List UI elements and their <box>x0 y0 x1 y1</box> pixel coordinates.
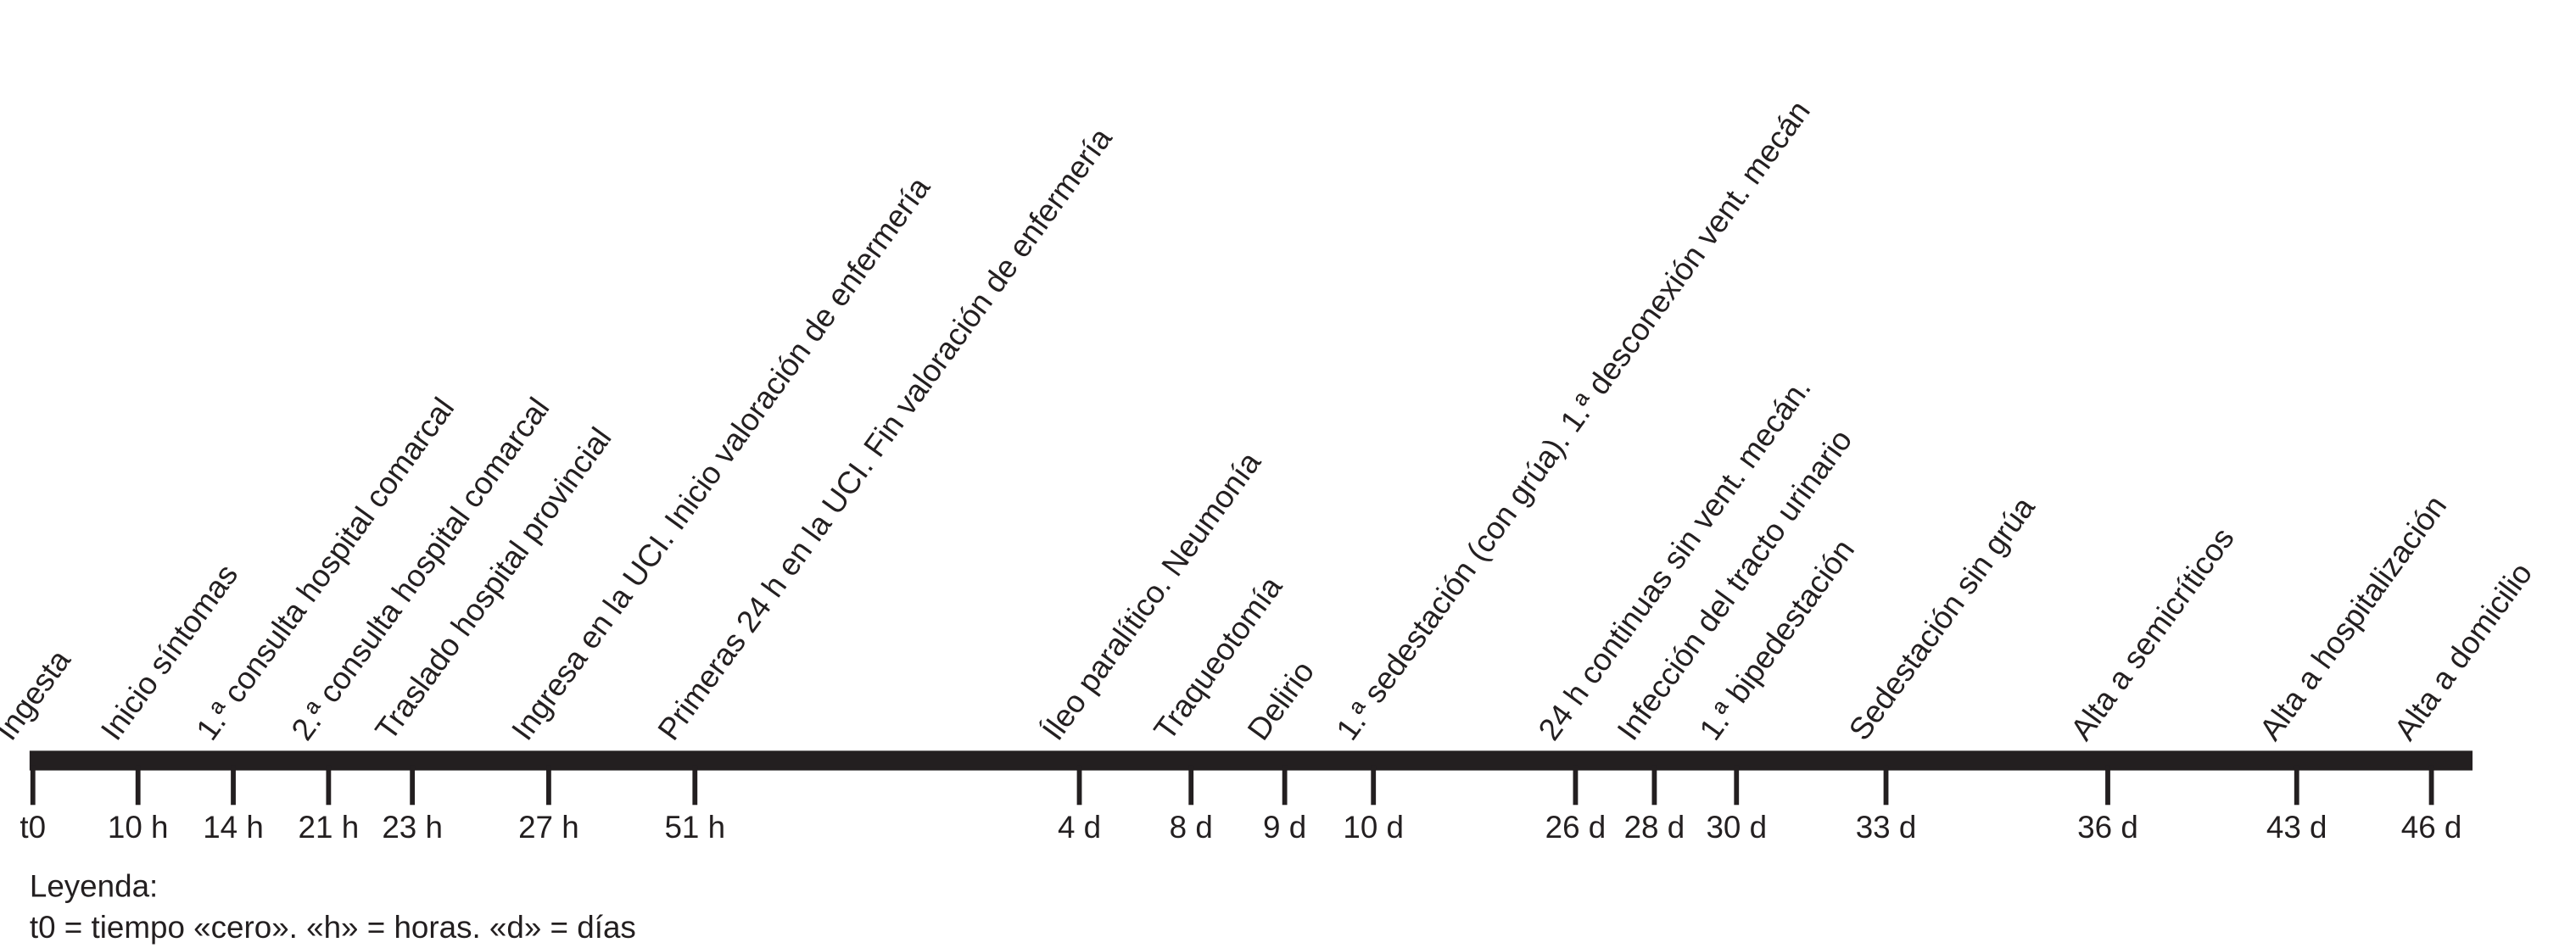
time-label: 8 d <box>1170 810 1213 845</box>
time-label: 9 d <box>1263 810 1306 845</box>
event-label: Sedestación sin grúa <box>1842 490 2042 747</box>
time-label: 51 h <box>664 810 725 845</box>
time-label: 43 d <box>2266 810 2327 845</box>
time-label: 10 d <box>1343 810 1404 845</box>
timeline-bar <box>29 750 2473 771</box>
legend-text: t0 = tiempo «cero». «h» = horas. «d» = d… <box>30 910 636 945</box>
time-label: t0 <box>20 810 46 845</box>
tick-mark <box>1076 765 1082 806</box>
tick-mark <box>1883 765 1889 806</box>
tick-mark <box>1371 765 1377 806</box>
tick-mark <box>692 765 698 806</box>
event-label: Ingesta <box>0 643 77 746</box>
time-label: 21 h <box>299 810 360 845</box>
time-label: 33 d <box>1856 810 1917 845</box>
tick-mark <box>326 765 332 806</box>
tick-mark <box>135 765 141 806</box>
tick-mark <box>546 765 551 806</box>
event-label: Delirio <box>1241 655 1321 746</box>
time-label: 26 d <box>1545 810 1607 845</box>
time-label: 28 d <box>1624 810 1685 845</box>
time-label: 36 d <box>2077 810 2138 845</box>
legend-title: Leyenda: <box>30 869 158 904</box>
time-label: 27 h <box>518 810 579 845</box>
event-label: Íleo paralítico. Neumonía <box>1036 445 1268 746</box>
tick-mark <box>231 765 236 806</box>
time-label: 23 h <box>382 810 443 845</box>
tick-mark <box>2294 765 2299 806</box>
tick-mark <box>1282 765 1288 806</box>
event-label: 1.ª sedestación (con grúa). 1.ª desconex… <box>1329 94 1817 746</box>
tick-mark <box>2105 765 2110 806</box>
event-label: Alta a semicríticos <box>2064 521 2241 747</box>
tick-mark <box>1573 765 1579 806</box>
tick-mark <box>30 765 36 806</box>
tick-mark <box>2428 765 2434 806</box>
event-label: Alta a domicilio <box>2388 556 2540 746</box>
tick-mark <box>410 765 416 806</box>
time-label: 30 d <box>1706 810 1767 845</box>
time-label: 46 d <box>2401 810 2462 845</box>
time-label: 10 h <box>108 810 169 845</box>
time-label: 4 d <box>1058 810 1101 845</box>
tick-mark <box>1651 765 1657 806</box>
time-label: 14 h <box>203 810 264 845</box>
tick-mark <box>1734 765 1740 806</box>
event-label: 1.ª bipedestación <box>1692 533 1861 746</box>
tick-mark <box>1188 765 1194 806</box>
